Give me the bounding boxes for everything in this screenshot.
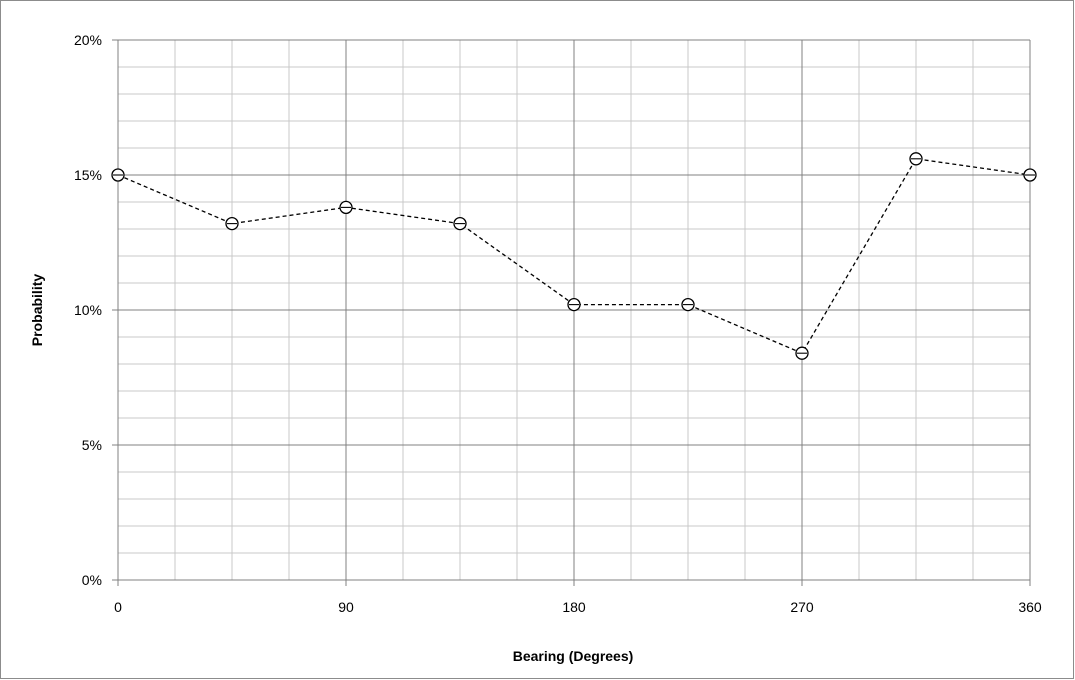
y-tick-label: 20% — [74, 32, 102, 48]
axes — [112, 39, 1031, 586]
y-tick-label: 15% — [74, 167, 102, 183]
y-axis-title: Probability — [29, 274, 45, 347]
x-tick-label: 270 — [790, 599, 814, 615]
data-series — [111, 152, 1037, 360]
x-tick-label: 90 — [338, 599, 354, 615]
y-tick-label: 10% — [74, 302, 102, 318]
tick-labels: 0 90 180 270 360 0% 5% 10% 15% 20% — [74, 32, 1042, 615]
x-tick-label: 180 — [562, 599, 586, 615]
y-tick-label: 5% — [82, 437, 102, 453]
x-tick-label: 0 — [114, 599, 122, 615]
x-tick-label: 360 — [1018, 599, 1042, 615]
x-axis-title: Bearing (Degrees) — [513, 648, 634, 664]
y-tick-label: 0% — [82, 572, 102, 588]
series-line — [117, 158, 1031, 355]
